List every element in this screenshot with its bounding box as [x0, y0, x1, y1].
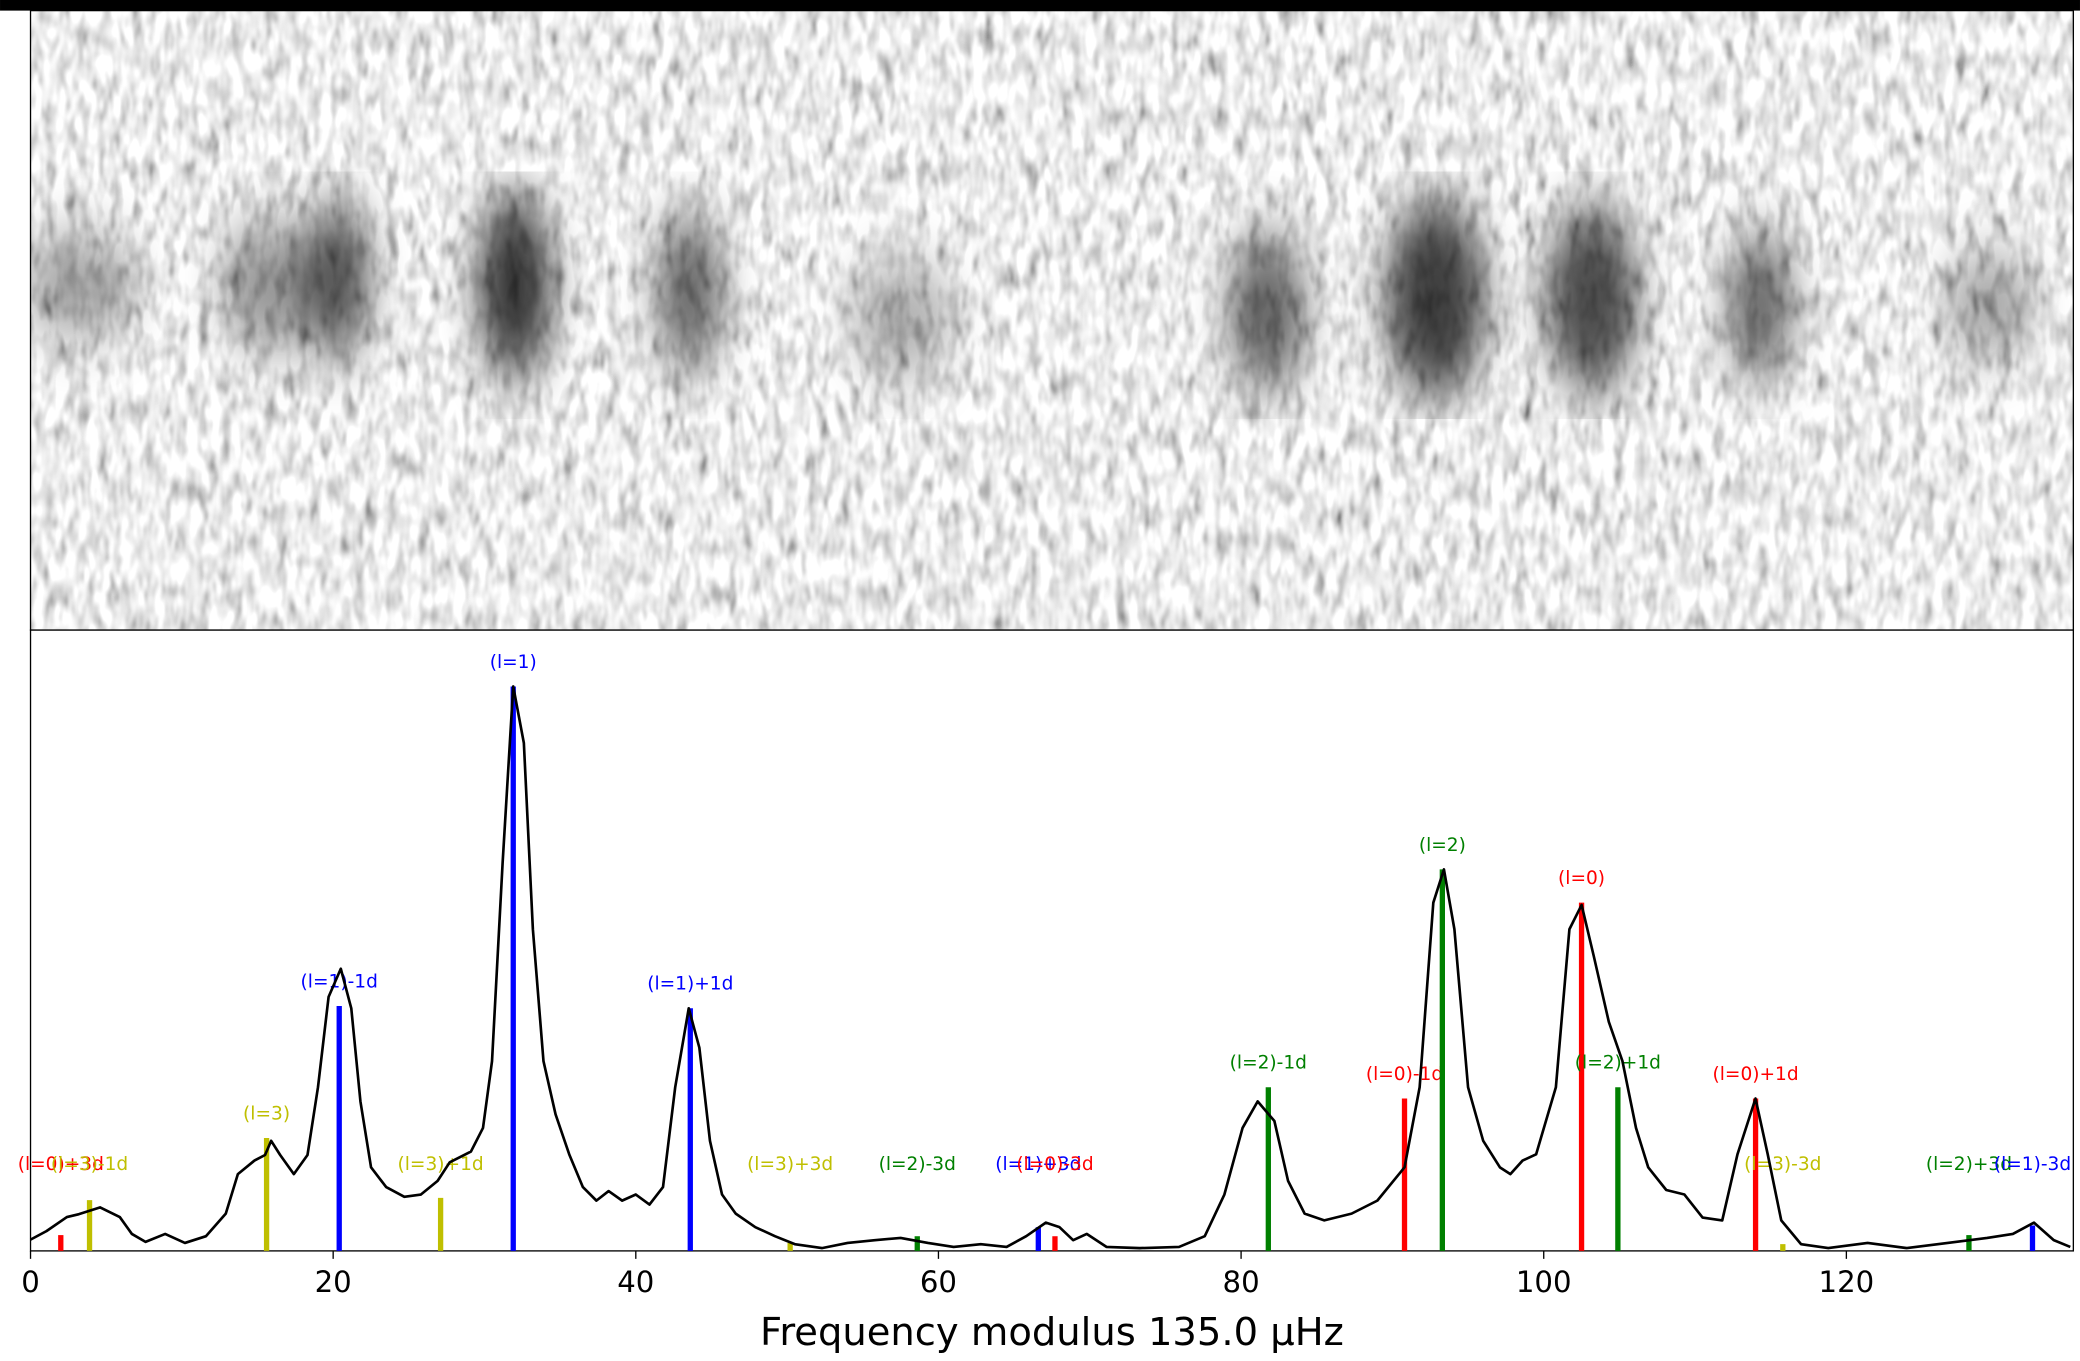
mode-label: (l=0) [1558, 868, 1605, 889]
x-tick-label: 80 [1223, 1265, 1260, 1299]
mode-label: (l=1)-3d [1994, 1154, 2071, 1175]
mode-label: (l=3) [243, 1103, 290, 1124]
mode-label: (l=2)+1d [1575, 1053, 1661, 1074]
x-axis-label: Frequency modulus 135.0 μHz [760, 1310, 1344, 1355]
mode-label: (l=0)-3d [1016, 1154, 1093, 1175]
top-border [0, 0, 2080, 11]
spectrum-line [29, 685, 2071, 1250]
mode-label: (l=3)+3d [747, 1154, 833, 1175]
mode-label: (l=2) [1419, 835, 1466, 856]
x-tick-label: 40 [617, 1265, 654, 1299]
mode-label: (l=0)+1d [1713, 1064, 1799, 1085]
mode-label: (l=2)+3d [1926, 1154, 2012, 1175]
mode-label: (l=3)-1d [51, 1154, 128, 1175]
mode-label: (l=1)+3d [995, 1154, 1081, 1175]
x-tick-label: 100 [1516, 1265, 1572, 1299]
x-tick-label: 0 [21, 1265, 40, 1299]
mode-label: (l=0)-1d [1366, 1064, 1443, 1085]
mode-label: (l=1)+1d [647, 974, 733, 995]
mode-label: (l=1)-1d [301, 971, 378, 992]
mode-label: (l=2)-3d [879, 1154, 956, 1175]
echelle-ridges [30, 192, 2037, 398]
mode-label: (l=3)+1d [398, 1154, 484, 1175]
x-tick-label: 120 [1819, 1265, 1875, 1299]
x-tick-label: 60 [920, 1265, 957, 1299]
mode-label: (l=2)-1d [1230, 1053, 1307, 1074]
mode-label: (l=1) [490, 652, 537, 673]
mode-label: (l=3)-3d [1744, 1154, 1821, 1175]
echelle-image [30, 10, 2074, 631]
mode-label: (l=0)+3d [18, 1154, 104, 1175]
plot-frame [29, 629, 2075, 1252]
x-tick-label: 20 [315, 1265, 352, 1299]
